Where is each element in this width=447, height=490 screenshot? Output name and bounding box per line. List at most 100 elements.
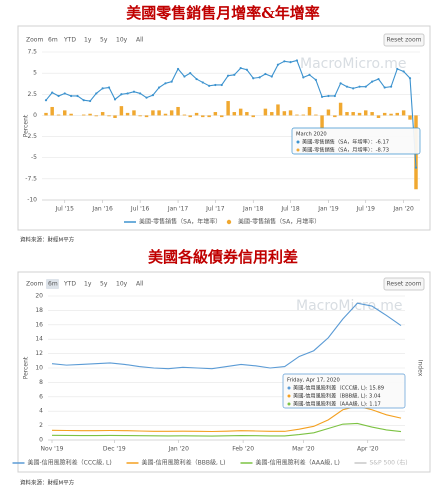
zoom-button[interactable]: 1y bbox=[84, 281, 92, 288]
tooltip-box bbox=[291, 127, 421, 155]
bar bbox=[188, 115, 192, 118]
bar bbox=[401, 110, 406, 116]
reset-button[interactable] bbox=[383, 33, 425, 47]
bar bbox=[107, 115, 111, 117]
bar bbox=[138, 115, 142, 117]
line-point bbox=[189, 72, 192, 75]
line-point bbox=[151, 94, 155, 97]
bar bbox=[357, 112, 362, 116]
x-tick-label: Jul '17 bbox=[205, 206, 225, 213]
x-tick-label: Jan '18 bbox=[242, 206, 264, 213]
line-point bbox=[302, 76, 305, 79]
y-tick-label: 2 bbox=[39, 422, 43, 429]
line-point bbox=[276, 63, 280, 66]
legend-label[interactable]: 美國-信用風險利差（CCC級, L) bbox=[28, 459, 112, 467]
y2-axis-label: Index bbox=[417, 360, 424, 377]
tooltip-row: 美國-信用風險利差（CCC級, L): 15.89 bbox=[293, 384, 384, 392]
line-point bbox=[289, 61, 292, 64]
bar bbox=[395, 112, 399, 116]
bar bbox=[288, 110, 293, 116]
bar bbox=[295, 114, 299, 116]
bar bbox=[408, 115, 412, 120]
zoom-button[interactable]: 6m bbox=[48, 281, 58, 288]
line-point bbox=[327, 94, 330, 98]
tooltip-bullet bbox=[287, 394, 291, 398]
x-tick-label: Dec '19 bbox=[103, 446, 126, 453]
x-tick-label: Jan '20 bbox=[167, 446, 189, 453]
legend-label[interactable]: S&P 500 (右) bbox=[370, 459, 408, 467]
tooltip-bullet bbox=[287, 386, 291, 390]
line-point bbox=[414, 166, 418, 169]
line-point bbox=[270, 75, 273, 78]
line-point bbox=[176, 67, 180, 71]
bar bbox=[301, 114, 306, 116]
legend-label[interactable]: 美國-零售銷售（SA，月增率） bbox=[238, 218, 320, 226]
bar bbox=[251, 115, 255, 118]
legend-marker bbox=[226, 219, 232, 225]
chart-frame bbox=[17, 271, 431, 473]
zoom-button[interactable]: All bbox=[136, 281, 144, 288]
x-tick-label: Apr '20 bbox=[357, 446, 379, 453]
bar bbox=[320, 115, 324, 131]
legend-label[interactable]: 美國-信用風險利差（AAA級, L) bbox=[256, 459, 340, 467]
series-line bbox=[51, 302, 402, 370]
bar bbox=[44, 112, 48, 116]
bar bbox=[389, 113, 393, 116]
series-line bbox=[51, 405, 402, 433]
bar bbox=[219, 115, 224, 118]
source-note: 資料來源：財經M平方 bbox=[20, 236, 75, 244]
x-tick-label: Nov '19 bbox=[41, 446, 64, 453]
zoom-button[interactable]: 1y bbox=[84, 37, 92, 44]
y-tick-label: 7.5 bbox=[27, 49, 37, 56]
zoom-button[interactable]: 6m bbox=[48, 37, 58, 44]
x-tick-label: Mar '20 bbox=[292, 446, 315, 453]
y-tick-label: 14 bbox=[35, 336, 43, 343]
line-point bbox=[345, 85, 349, 88]
bar bbox=[182, 114, 187, 116]
y-tick-label: 5 bbox=[33, 70, 37, 77]
zoom-button[interactable]: 5y bbox=[100, 37, 108, 44]
zoom-button[interactable]: 10y bbox=[116, 281, 128, 288]
bar bbox=[213, 112, 218, 116]
zoom-button[interactable]: 10y bbox=[116, 37, 128, 44]
line-point bbox=[264, 72, 267, 76]
bar bbox=[276, 104, 280, 116]
line-point bbox=[245, 68, 248, 71]
bar bbox=[81, 114, 86, 116]
line-point bbox=[195, 77, 198, 81]
legend-label[interactable]: 美國-信用風險利差（BBB級, L) bbox=[142, 459, 226, 467]
y-tick-label: -7.5 bbox=[25, 175, 37, 182]
bar bbox=[163, 113, 168, 116]
y-tick-label: 8 bbox=[39, 379, 43, 386]
line-point bbox=[164, 82, 167, 85]
series-line bbox=[51, 422, 402, 437]
line-point bbox=[220, 83, 223, 87]
zoom-button[interactable]: All bbox=[136, 37, 144, 44]
line-point bbox=[308, 73, 311, 76]
zoom-button[interactable]: 5y bbox=[100, 281, 108, 288]
legend-label[interactable]: 美國-零售銷售（SA，年增率） bbox=[139, 218, 221, 226]
x-tick-label: Jan '16 bbox=[91, 206, 113, 213]
zoom-button[interactable]: YTD bbox=[63, 281, 76, 288]
zoom-button[interactable]: YTD bbox=[63, 37, 76, 44]
zoom-active bbox=[46, 279, 59, 289]
line-point bbox=[201, 81, 204, 84]
y-tick-label: 6 bbox=[39, 393, 43, 400]
reset-button[interactable] bbox=[383, 277, 425, 291]
reset-label[interactable]: Reset zoom bbox=[386, 37, 421, 44]
line-point bbox=[158, 86, 161, 89]
line-point bbox=[57, 94, 60, 98]
line-point bbox=[63, 92, 66, 95]
x-tick-label: Jan '20 bbox=[392, 206, 414, 213]
bar bbox=[50, 106, 54, 116]
x-tick-label: Jul '18 bbox=[280, 206, 300, 213]
reset-label[interactable]: Reset zoom bbox=[386, 281, 421, 288]
tooltip-title: Friday, Apr 17, 2020 bbox=[287, 378, 340, 384]
bar bbox=[132, 110, 136, 116]
x-tick-label: Feb '20 bbox=[232, 446, 254, 453]
y-tick-label: 16 bbox=[35, 321, 43, 328]
y-tick-label: -5 bbox=[31, 154, 37, 161]
line-point bbox=[258, 76, 261, 79]
line-point bbox=[44, 99, 48, 102]
